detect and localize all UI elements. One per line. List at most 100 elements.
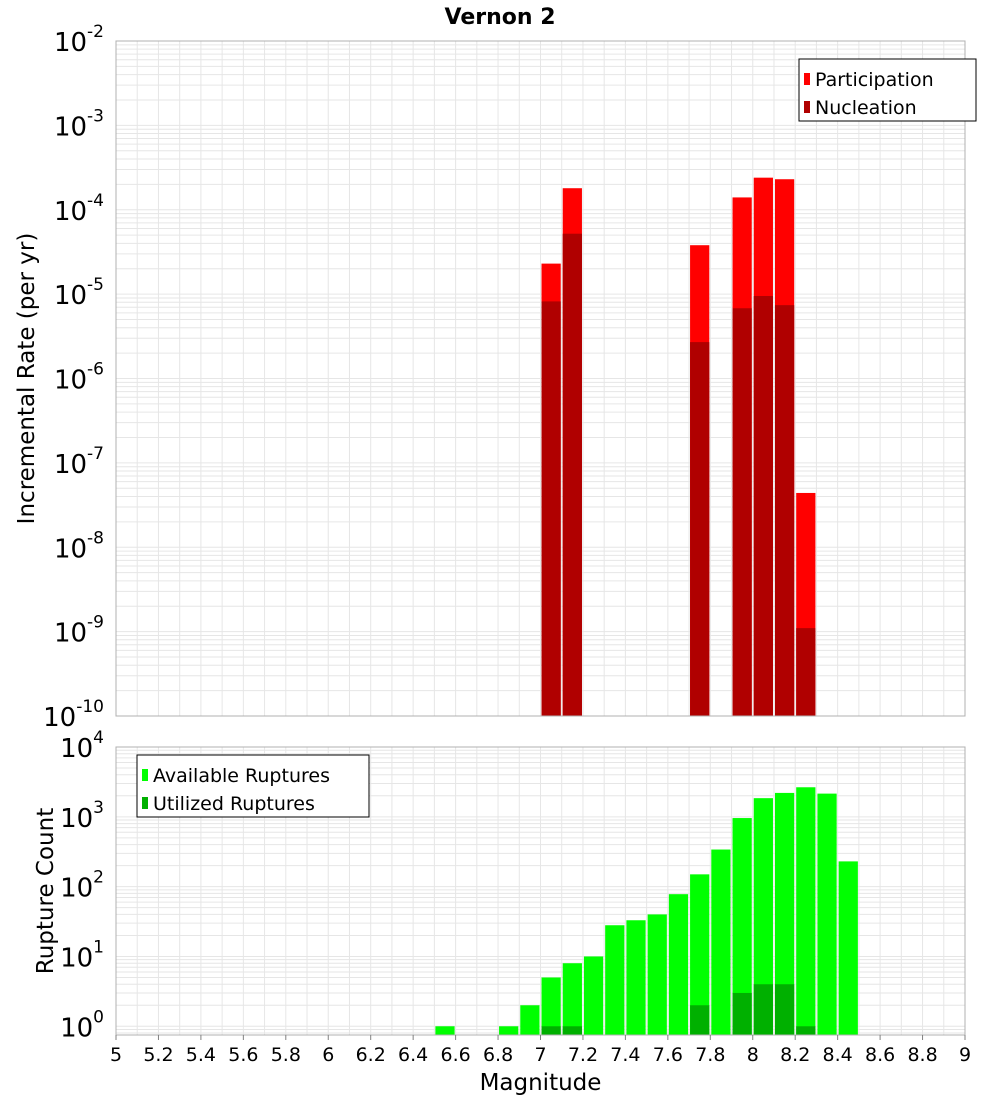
count-y-tick-exponent: 1: [93, 937, 104, 957]
rate-y-tick-exponent: -5: [87, 275, 104, 295]
count-legend-swatch: [142, 769, 148, 781]
x-tick-label: 6.4: [398, 1044, 428, 1066]
count-y-tick: 102: [60, 868, 104, 904]
rate-panel: 10-10 10-9 10-8 10-7 10-6 10-5 10-4 10-3 10-2 In…: [14, 22, 977, 733]
rate-legend-label: Nucleation: [815, 97, 917, 119]
utilized-ruptures-bar: [753, 984, 773, 1035]
count-y-tick: 100: [60, 1007, 104, 1043]
nucleation-bar: [562, 233, 582, 716]
x-axis-label: Magnitude: [480, 1070, 602, 1096]
count-legend-swatch: [142, 797, 148, 809]
x-tick-label: 6.8: [483, 1044, 513, 1066]
utilized-ruptures-bar: [562, 1026, 582, 1035]
utilized-ruptures-bar: [732, 992, 752, 1035]
count-bars: [435, 787, 858, 1035]
available-ruptures-bar: [583, 956, 604, 1035]
count-legend-box: [136, 754, 370, 818]
available-ruptures-bar: [817, 793, 837, 1035]
count-y-tick-exponent: 0: [93, 1007, 104, 1027]
utilized-ruptures-bar: [796, 1026, 816, 1035]
available-ruptures-bar: [562, 963, 582, 1035]
count-y-tick-exponent: 3: [93, 798, 104, 818]
count-y-tick: 101: [60, 937, 104, 973]
utilized-ruptures-bar: [774, 984, 795, 1035]
rate-bars: [541, 177, 816, 717]
x-tick-label: 8: [747, 1044, 759, 1066]
available-ruptures-bar: [499, 1026, 519, 1035]
rate-y-tick: 10-9: [54, 613, 104, 649]
rate-y-tick: 10-7: [54, 444, 104, 480]
rate-legend: Participation Nucleation: [798, 58, 977, 122]
rate-plot-frame: [115, 40, 966, 717]
available-ruptures-bar: [690, 874, 710, 1035]
available-ruptures-bar: [520, 1005, 540, 1035]
available-ruptures-bar: [774, 792, 795, 1035]
rate-y-tick-exponent: -6: [87, 360, 104, 380]
x-tick-label: 8.4: [823, 1044, 853, 1066]
available-ruptures-bar: [711, 849, 731, 1035]
x-tick-label: 5: [110, 1044, 122, 1066]
utilized-ruptures-bar: [541, 1026, 561, 1035]
rate-y-tick: 10-8: [54, 528, 104, 564]
rate-y-tick: 10-2: [54, 22, 104, 58]
x-tick-labels: 5 5.2 5.4 5.6 5.8 6 6.2 6.4 6.6 6.8 7 7.2 7.4 7.6 7.8 8…: [110, 1035, 971, 1066]
rate-y-tick: 10-4: [54, 191, 104, 227]
rate-legend-swatch: [804, 101, 810, 113]
count-y-axis-label: Rupture Count: [33, 808, 59, 974]
x-tick-label: 9: [959, 1044, 971, 1066]
x-tick-label: 5.6: [228, 1044, 258, 1066]
rate-y-tick-exponent: -10: [76, 697, 104, 717]
x-tick-label: 7.4: [610, 1044, 640, 1066]
rate-legend-swatch: [804, 73, 810, 85]
available-ruptures-bar: [796, 787, 816, 1035]
x-tick-label: 8.6: [865, 1044, 895, 1066]
count-legend-label: Utilized Ruptures: [153, 793, 315, 815]
available-ruptures-bar: [541, 977, 561, 1035]
count-legend: Available Ruptures Utilized Ruptures: [136, 754, 370, 818]
x-tick-label: 8.2: [780, 1044, 810, 1066]
available-ruptures-bar: [626, 920, 646, 1035]
rate-y-tick-exponent: -4: [87, 191, 104, 211]
rate-y-tick-exponent: -9: [87, 613, 104, 633]
rate-y-axis-label: Incremental Rate (per yr): [14, 233, 40, 525]
rate-legend-box: [798, 58, 977, 122]
x-tick-label: 5.2: [143, 1044, 173, 1066]
nucleation-bar: [690, 342, 710, 716]
rate-y-tick: 10-10: [43, 697, 104, 733]
rate-y-tick-labels: 10-10 10-9 10-8 10-7 10-6 10-5 10-4 10-3 10-2: [43, 22, 104, 733]
rate-y-tick: 10-3: [54, 106, 104, 142]
available-ruptures-bar: [668, 894, 689, 1035]
rate-y-tick-exponent: -7: [87, 444, 104, 464]
available-ruptures-bar: [605, 925, 625, 1035]
x-tick-label: 6: [322, 1044, 334, 1066]
count-legend-label: Available Ruptures: [153, 765, 330, 787]
rate-y-tick-exponent: -2: [87, 22, 104, 42]
chart-title: Vernon 2: [445, 5, 556, 30]
available-ruptures-bar: [838, 861, 858, 1035]
available-ruptures-bar: [435, 1026, 455, 1035]
rate-gridlines: [115, 40, 966, 717]
nucleation-bar: [774, 305, 795, 716]
x-tick-label: 8.8: [907, 1044, 937, 1066]
x-tick-label: 6.6: [440, 1044, 470, 1066]
rate-legend-label: Participation: [815, 69, 934, 91]
rate-y-tick-exponent: -8: [87, 528, 104, 548]
available-ruptures-bar: [732, 818, 752, 1035]
x-tick-label: 5.4: [186, 1044, 216, 1066]
x-tick-label: 7.2: [568, 1044, 598, 1066]
nucleation-bar: [796, 628, 816, 716]
available-ruptures-bar: [647, 914, 667, 1035]
count-y-tick-exponent: 4: [93, 728, 104, 748]
rate-y-tick-exponent: -3: [87, 106, 104, 126]
rate-y-tick: 10-5: [54, 275, 104, 311]
x-tick-label: 7: [534, 1044, 546, 1066]
available-ruptures-bar: [753, 798, 773, 1035]
rate-y-tick: 10-6: [54, 360, 104, 396]
utilized-ruptures-bar: [690, 1005, 710, 1035]
nucleation-bar: [732, 308, 752, 716]
x-tick-label: 6.2: [356, 1044, 386, 1066]
x-tick-label: 7.8: [695, 1044, 725, 1066]
